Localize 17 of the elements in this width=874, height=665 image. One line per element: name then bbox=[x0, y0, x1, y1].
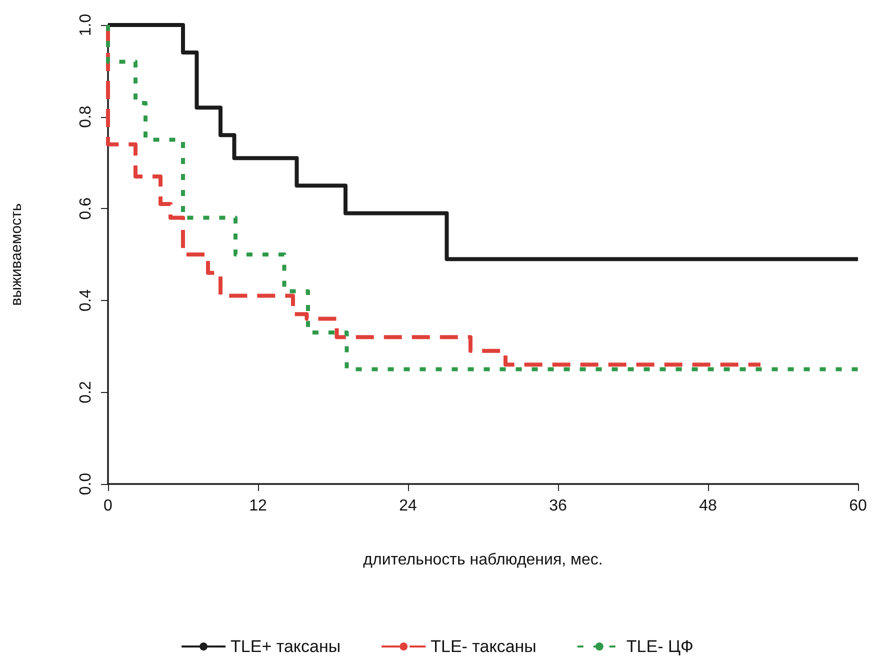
x-axis-title: длительность наблюдения, мес. bbox=[363, 552, 603, 568]
y-tick-label: 0.6 bbox=[78, 197, 94, 220]
legend-label: TLE+ таксаны bbox=[230, 637, 341, 656]
y-tick-label: 0.0 bbox=[78, 472, 94, 496]
legend-label: TLE- ЦФ bbox=[626, 637, 694, 656]
y-tick-label: 0.2 bbox=[78, 380, 94, 404]
x-tick-label: 36 bbox=[549, 498, 567, 514]
y-tick-label: 0.4 bbox=[78, 289, 94, 312]
y-axis-title: выживаемость bbox=[8, 203, 25, 306]
x-tick-label: 0 bbox=[104, 498, 113, 514]
x-tick-label: 60 bbox=[849, 498, 867, 514]
x-tick-label: 24 bbox=[399, 498, 417, 514]
x-tick-label: 12 bbox=[249, 498, 267, 514]
y-tick-label: 0.8 bbox=[78, 106, 94, 128]
x-tick-label: 48 bbox=[699, 498, 717, 514]
y-tick-label: 1.0 bbox=[78, 14, 94, 36]
legend-label: TLE- таксаны bbox=[430, 637, 536, 656]
